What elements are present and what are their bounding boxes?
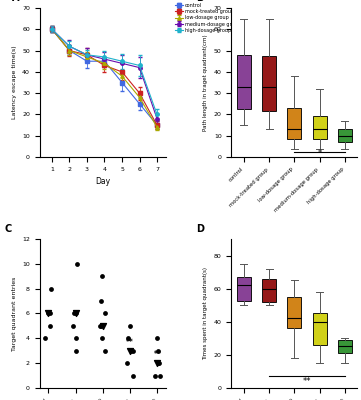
- Point: [47, 310, 53, 317]
- PathPatch shape: [262, 279, 276, 302]
- Point: [43, 335, 48, 342]
- Point: [125, 335, 131, 342]
- Text: C: C: [4, 224, 12, 234]
- Text: A: A: [12, 0, 19, 2]
- Point: [155, 360, 160, 366]
- Point: [127, 323, 133, 329]
- Text: *: *: [317, 149, 322, 158]
- Y-axis label: Path length in traget quadrant(cm): Path length in traget quadrant(cm): [203, 34, 208, 131]
- Point: [73, 310, 78, 317]
- Point: [73, 310, 78, 317]
- Point: [99, 323, 104, 329]
- Point: [124, 360, 130, 366]
- Point: [128, 348, 134, 354]
- Point: [70, 323, 75, 329]
- Point: [130, 348, 136, 354]
- Point: [99, 335, 105, 342]
- Y-axis label: Target quadrant entries: Target quadrant entries: [12, 276, 17, 351]
- Text: **: **: [126, 338, 134, 346]
- PathPatch shape: [338, 129, 352, 142]
- Text: B: B: [196, 0, 203, 2]
- PathPatch shape: [237, 55, 251, 109]
- Point: [47, 323, 53, 329]
- PathPatch shape: [287, 297, 301, 328]
- Point: [103, 310, 108, 317]
- Point: [73, 335, 78, 342]
- PathPatch shape: [313, 116, 326, 139]
- Y-axis label: Times spent in target quadrant(s): Times spent in target quadrant(s): [203, 267, 208, 360]
- Point: [156, 348, 161, 354]
- Text: **: **: [303, 377, 311, 386]
- Text: **: **: [153, 350, 161, 359]
- Point: [98, 298, 104, 304]
- Point: [73, 348, 79, 354]
- Point: [157, 372, 163, 379]
- Point: [74, 261, 79, 267]
- Point: [156, 360, 162, 366]
- Point: [97, 323, 103, 329]
- Point: [154, 335, 160, 342]
- Y-axis label: Latency escape time(s): Latency escape time(s): [12, 46, 17, 119]
- PathPatch shape: [313, 314, 326, 345]
- PathPatch shape: [237, 277, 251, 301]
- Point: [152, 372, 158, 379]
- Point: [45, 310, 51, 317]
- Point: [48, 286, 54, 292]
- Point: [127, 348, 133, 354]
- Point: [100, 273, 105, 280]
- PathPatch shape: [338, 340, 352, 353]
- Point: [100, 323, 106, 329]
- Point: [45, 310, 51, 317]
- PathPatch shape: [262, 56, 276, 111]
- PathPatch shape: [287, 108, 301, 139]
- Point: [71, 310, 77, 317]
- X-axis label: Day: Day: [95, 177, 110, 186]
- Point: [155, 360, 160, 366]
- Text: D: D: [196, 224, 204, 234]
- Point: [130, 372, 136, 379]
- Legend: control, mock-treated group, low-dosage group, medium-dosage group, high-dosage : control, mock-treated group, low-dosage …: [174, 3, 241, 33]
- Point: [102, 348, 108, 354]
